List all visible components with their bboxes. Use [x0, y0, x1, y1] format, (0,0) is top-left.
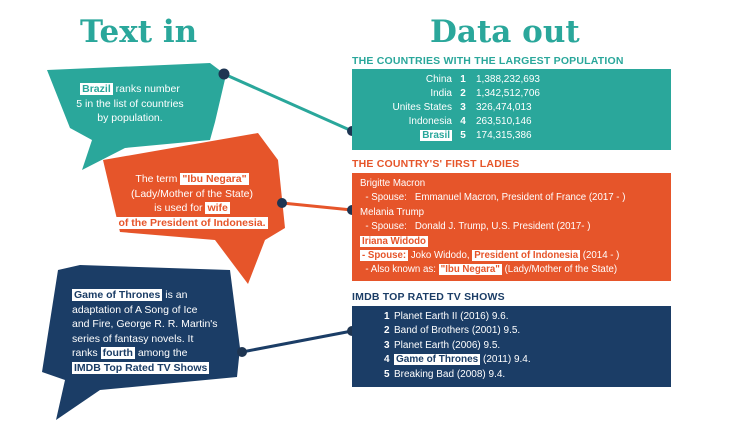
lady-2-spouse: - Spouse: Donald J. Trump, U.S. Presiden…	[360, 221, 591, 233]
show-details: (2011) 9.4.	[480, 354, 531, 366]
got-show-highlight: Game of Thrones	[394, 354, 481, 366]
population-list: China 1 1,388,232,693 India 2 1,342,512,706 Un…	[348, 69, 671, 143]
population-row: China 1 1,388,232,693	[348, 73, 671, 87]
imdb-row: 3 Planet Earth (2006) 9.5.	[384, 339, 671, 353]
aka-ibu-negara-highlight: "Ibu Negara"	[438, 264, 502, 276]
data-out-heading: Data out	[430, 14, 580, 50]
fourth-highlight: fourth	[100, 347, 135, 359]
imdb-row: 2 Band of Brothers (2001) 9.5.	[384, 324, 671, 338]
country-rank: 2	[460, 88, 466, 99]
population-value: 263,510,146	[476, 116, 532, 127]
got-line-5a: ranks	[72, 347, 101, 359]
aka-label: - Also known as:	[360, 264, 439, 276]
iriana-highlight: Iriana Widodo	[360, 235, 428, 247]
country-name: Indonesia	[408, 116, 452, 127]
first-ladies-section-title: THE COUNTRY'S' FIRST LADIES	[352, 158, 520, 170]
country-name: Brasil	[348, 129, 452, 143]
got-line-1b: is an	[162, 289, 188, 301]
president-indonesia-highlight: President of Indonesia	[472, 250, 581, 262]
country-name: China	[425, 74, 452, 85]
ibu-line-1a: The term	[135, 173, 181, 185]
population-row: Indonesia 4 263,510,146	[348, 115, 671, 129]
population-value: 1,388,232,693	[476, 74, 540, 85]
population-value: 326,474,013	[476, 102, 532, 113]
got-connector-dot	[237, 347, 247, 357]
show-title: Breaking Bad (2008) 9.4.	[394, 368, 506, 380]
imdb-row: 4 Game of Thrones (2011) 9.4.	[384, 353, 671, 367]
show-rank: 1	[384, 311, 390, 322]
aka-meaning: (Lady/Mother of the State)	[501, 264, 618, 276]
population-value: 174,315,386	[476, 130, 532, 141]
text-in-heading: Text in	[80, 14, 198, 50]
country-rank: 3	[460, 102, 466, 113]
brazil-line-3: by population.	[97, 112, 163, 124]
population-row: Brasil 5 174,315,386	[348, 129, 671, 143]
show-rank: 5	[384, 368, 390, 380]
country-rank: 1	[460, 74, 466, 85]
got-line-2: adaptation of A Song of Ice	[72, 303, 198, 316]
country-rank: 4	[460, 116, 466, 127]
country-name: India	[430, 88, 452, 99]
imdb-section-title: IMDB TOP RATED TV SHOWS	[352, 291, 505, 303]
president-highlight: of the President of Indonesia.	[116, 216, 268, 229]
show-rank: 4	[384, 354, 390, 366]
lady-3-spouse-term: (2014 - )	[580, 250, 620, 262]
country-rank: 5	[460, 130, 466, 141]
got-line-4: series of fantasy novels. It	[72, 332, 194, 345]
lady-1-name: Brigitte Macron	[360, 178, 426, 189]
imdb-list: 1 Planet Earth II (2016) 9.6. 2 Band of Bro…	[352, 306, 671, 382]
brazil-connector-dot	[218, 68, 230, 80]
ibu-line-2: (Lady/Mother of the State)	[131, 187, 253, 200]
ibu-connector-line	[281, 201, 353, 212]
show-title: Planet Earth II (2016) 9.6.	[394, 311, 509, 322]
ibu-bubble-text: The term "Ibu Negara" (Lady/Mother of th…	[112, 172, 272, 230]
spouse-highlight: - Spouse:	[360, 250, 409, 262]
population-row: Unites States 3 326,474,013	[348, 101, 671, 115]
got-connector-line	[241, 329, 353, 354]
brazil-line-1: ranks number	[112, 83, 180, 95]
first-ladies-panel: Brigitte Macron - Spouse: Emmanuel Macro…	[352, 173, 671, 281]
population-section-title: THE COUNTRIES WITH THE LARGEST POPULATIO…	[352, 55, 624, 67]
show-title: Planet Earth (2006) 9.5.	[394, 339, 501, 351]
brasil-highlight: Brasil	[420, 130, 452, 141]
imdb-highlight: IMDB Top Rated TV Shows	[72, 361, 210, 374]
wife-highlight: wife	[205, 202, 230, 214]
show-title: Band of Brothers (2001) 9.5.	[394, 325, 521, 337]
show-rank: 2	[384, 325, 390, 337]
population-row: India 2 1,342,512,706	[348, 87, 671, 101]
got-bubble-text: Game of Thrones is an adaptation of A So…	[72, 288, 242, 375]
brazil-line-2: 5 in the list of countries	[76, 97, 184, 110]
ibu-speech-bubble	[103, 133, 285, 284]
lady-3-spouse-name: Joko Widodo,	[408, 250, 473, 262]
ibu-connector-dot	[277, 198, 287, 208]
brazil-highlight: Brazil	[80, 83, 113, 95]
got-line-3: and Fire, George R. R. Martin's	[72, 318, 218, 330]
brazil-bubble-text: Brazil ranks number 5 in the list of cou…	[60, 82, 200, 126]
got-speech-bubble	[42, 265, 240, 420]
got-line-5b: among the	[134, 347, 188, 359]
lady-2-name: Melania Trump	[360, 206, 425, 218]
brazil-connector-line	[223, 72, 353, 133]
imdb-panel: 1 Planet Earth II (2016) 9.6. 2 Band of Bro…	[352, 306, 671, 387]
population-panel: China 1 1,388,232,693 India 2 1,342,512,706 Un…	[352, 69, 671, 150]
got-highlight: Game of Thrones	[72, 289, 163, 301]
imdb-row: 1 Planet Earth II (2016) 9.6.	[384, 310, 671, 324]
lady-1-spouse: - Spouse: Emmanuel Macron, President of …	[360, 192, 626, 204]
show-rank: 3	[384, 339, 390, 351]
imdb-row: 5 Breaking Bad (2008) 9.4.	[384, 368, 671, 382]
ibu-negara-highlight: "Ibu Negara"	[180, 173, 249, 185]
country-name: Unites States	[392, 102, 452, 113]
ibu-line-3a: is used for	[154, 202, 206, 214]
population-value: 1,342,512,706	[476, 88, 540, 99]
